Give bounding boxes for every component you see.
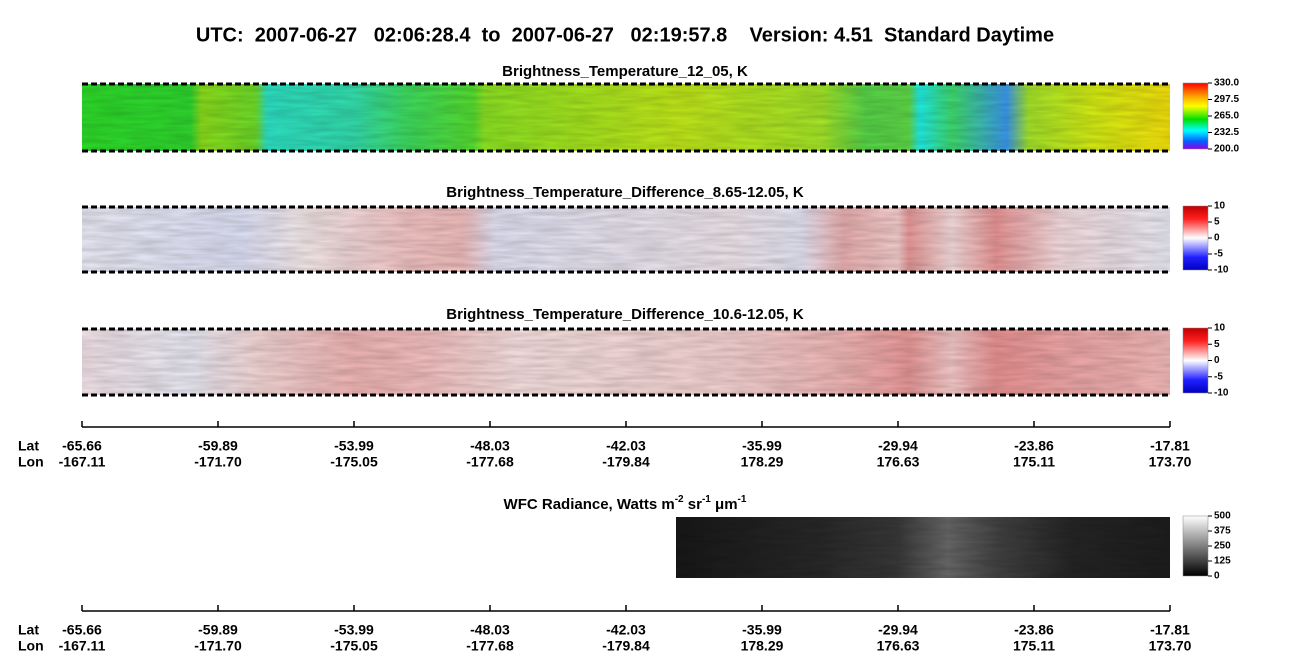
title-part: -1 bbox=[702, 494, 711, 505]
lat-value: -29.94 bbox=[878, 438, 918, 454]
colorbar bbox=[1182, 515, 1209, 577]
lon-value: -177.68 bbox=[466, 638, 514, 654]
lat-value: -42.03 bbox=[606, 622, 646, 638]
panel-title: Brightness_Temperature_Difference_10.6-1… bbox=[446, 306, 804, 323]
colorbar-label: 5 bbox=[1214, 217, 1220, 228]
lon-value: 173.70 bbox=[1149, 454, 1192, 470]
colorbar-label: 265.0 bbox=[1214, 111, 1239, 122]
title-part: sr bbox=[684, 496, 703, 513]
colorbar-label: 0 bbox=[1214, 355, 1220, 366]
lon-value: 175.11 bbox=[1013, 638, 1055, 654]
colorbar-label: -10 bbox=[1214, 265, 1229, 276]
title-part: -2 bbox=[675, 494, 684, 505]
image-texture bbox=[82, 329, 1170, 395]
panel-title: Brightness_Temperature_Difference_8.65-1… bbox=[446, 184, 804, 201]
colorbar bbox=[1182, 327, 1209, 394]
lon-value: -179.84 bbox=[602, 454, 650, 470]
lon-label: Lon bbox=[18, 638, 44, 654]
colorbar-label: -5 bbox=[1214, 249, 1223, 260]
lat-value: -48.03 bbox=[470, 438, 510, 454]
lon-value: -171.70 bbox=[194, 638, 242, 654]
lon-value: -175.05 bbox=[330, 454, 378, 470]
axes: LatLon-65.66-167.11-59.89-171.70-53.99-1… bbox=[18, 421, 1192, 654]
lat-value: -35.99 bbox=[742, 622, 782, 638]
lon-value: -171.70 bbox=[194, 454, 242, 470]
image-texture bbox=[82, 84, 1170, 151]
lon-value: 173.70 bbox=[1149, 638, 1192, 654]
lon-value: -167.11 bbox=[59, 454, 106, 470]
image-texture bbox=[82, 207, 1170, 272]
lat-value: -53.99 bbox=[334, 622, 374, 638]
lat-value: -65.66 bbox=[62, 438, 102, 454]
panel-title: Brightness_Temperature_12_05, K bbox=[502, 63, 748, 80]
colorbar-label: 0 bbox=[1214, 233, 1220, 244]
lat-value: -42.03 bbox=[606, 438, 646, 454]
lat-value: -17.81 bbox=[1150, 438, 1190, 454]
lat-value: -53.99 bbox=[334, 438, 374, 454]
colorbar-label: 125 bbox=[1214, 556, 1231, 567]
lon-value: 178.29 bbox=[741, 638, 784, 654]
colorbar-label: 330.0 bbox=[1214, 78, 1239, 89]
lon-value: -175.05 bbox=[330, 638, 378, 654]
colorbar-label: 10 bbox=[1214, 323, 1226, 334]
lon-value: -167.11 bbox=[59, 638, 106, 654]
image-texture bbox=[676, 517, 1170, 578]
lat-value: -48.03 bbox=[470, 622, 510, 638]
colorbar bbox=[1182, 205, 1209, 271]
lon-value: -177.68 bbox=[466, 454, 514, 470]
lat-label: Lat bbox=[18, 622, 39, 638]
title-part: -1 bbox=[738, 494, 747, 505]
colorbar-label: 500 bbox=[1214, 511, 1231, 522]
lat-value: -35.99 bbox=[742, 438, 782, 454]
lat-value: -65.66 bbox=[62, 622, 102, 638]
lat-value: -59.89 bbox=[198, 438, 238, 454]
colorbar-label: 0 bbox=[1214, 571, 1220, 582]
title-part: WFC Radiance, Watts m bbox=[504, 496, 675, 513]
page-title: UTC: 2007-06-27 02:06:28.4 to 2007-06-27… bbox=[196, 24, 1054, 46]
lon-value: -179.84 bbox=[602, 638, 650, 654]
lat-value: -23.86 bbox=[1014, 438, 1054, 454]
panel-title: WFC Radiance, Watts m-2 sr-1 μm-1 bbox=[504, 494, 747, 513]
colorbar-label: 297.5 bbox=[1214, 94, 1239, 105]
lat-value: -23.86 bbox=[1014, 622, 1054, 638]
colorbar bbox=[1182, 82, 1209, 150]
lat-label: Lat bbox=[18, 438, 39, 454]
lon-value: 175.11 bbox=[1013, 454, 1055, 470]
colorbar-label: -10 bbox=[1214, 388, 1229, 399]
lat-value: -59.89 bbox=[198, 622, 238, 638]
title-part: μm bbox=[711, 496, 738, 513]
lat-value: -17.81 bbox=[1150, 622, 1190, 638]
lon-label: Lon bbox=[18, 454, 44, 470]
lat-value: -29.94 bbox=[878, 622, 918, 638]
colorbar-label: 5 bbox=[1214, 339, 1220, 350]
colorbar-label: 10 bbox=[1214, 201, 1226, 212]
colorbar-label: -5 bbox=[1214, 371, 1223, 382]
colorbar-label: 232.5 bbox=[1214, 127, 1239, 138]
lon-value: 178.29 bbox=[741, 454, 784, 470]
colorbar-label: 250 bbox=[1214, 541, 1231, 552]
colorbar-label: 375 bbox=[1214, 526, 1231, 537]
lon-value: 176.63 bbox=[877, 454, 920, 470]
panels: Brightness_Temperature_12_05, K 330.0 297.… bbox=[82, 63, 1239, 582]
lon-value: 176.63 bbox=[877, 638, 920, 654]
colorbar-label: 200.0 bbox=[1214, 144, 1239, 155]
